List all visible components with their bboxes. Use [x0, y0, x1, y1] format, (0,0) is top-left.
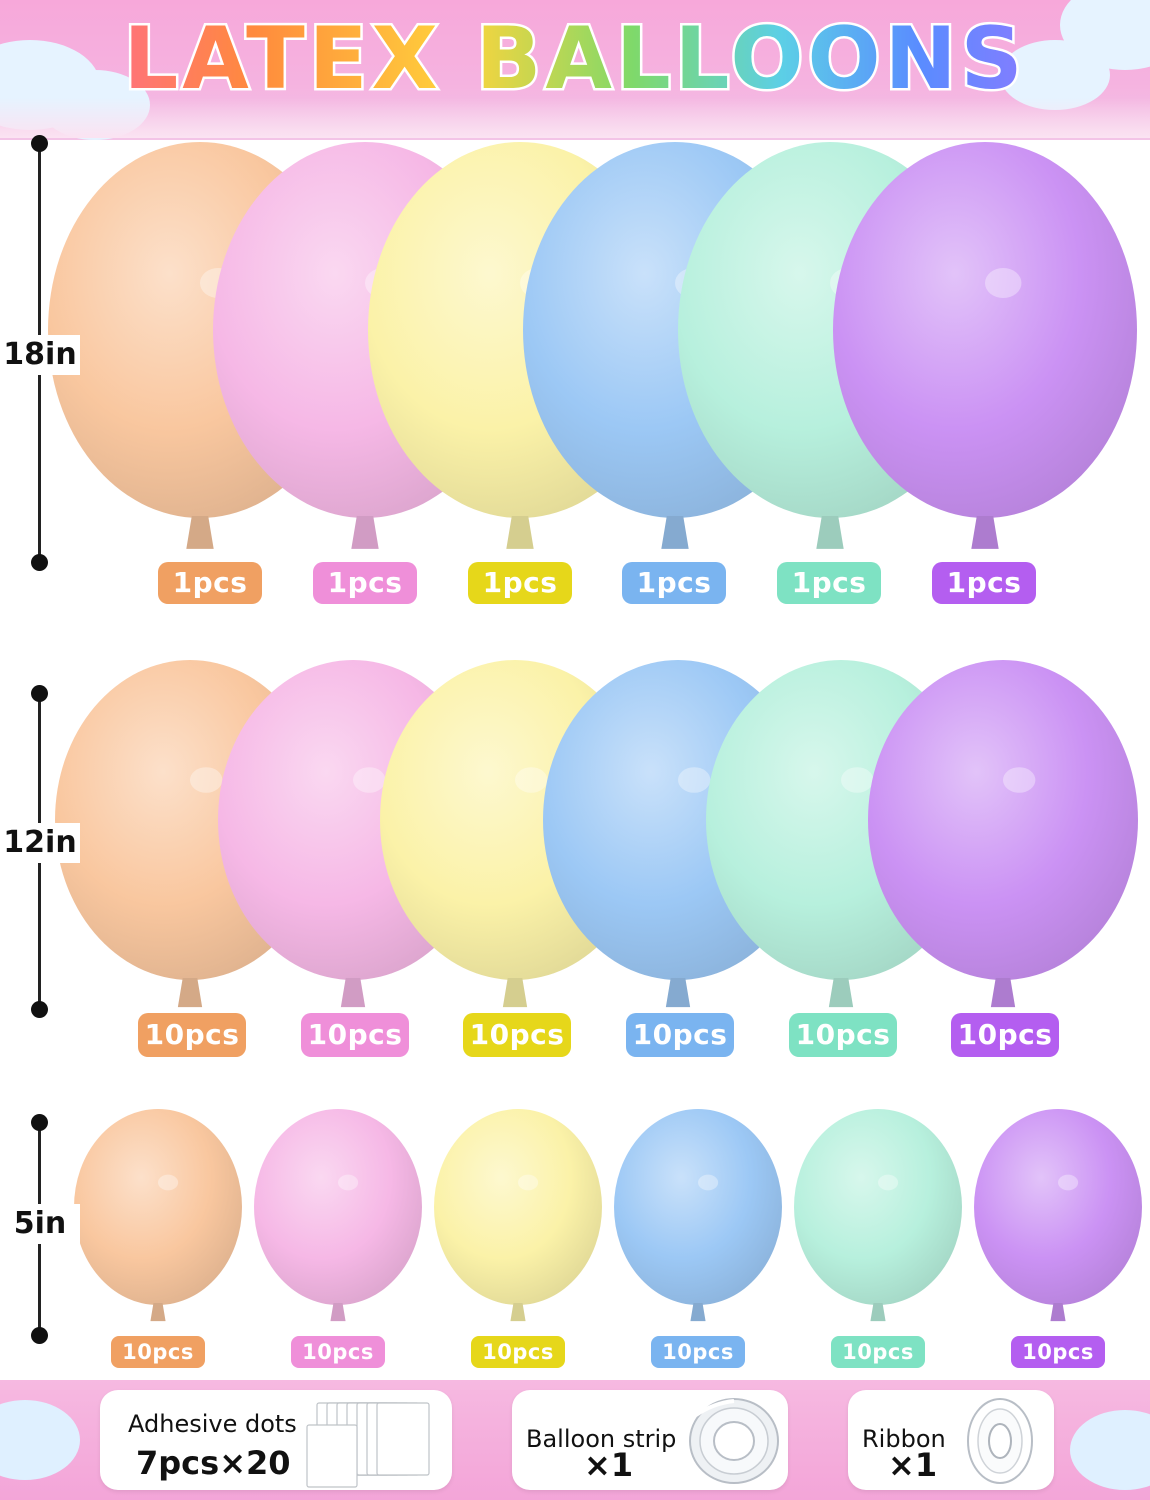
quantity-badge: 10pcs [1011, 1336, 1105, 1368]
accessory-label: Ribbon [862, 1425, 946, 1453]
accessory-card-ribbon: Ribbon ×1 [848, 1390, 1054, 1490]
quantity-badge: 1pcs [932, 562, 1036, 604]
size-label: 18in [0, 335, 80, 375]
page-title: LATEX BALLOONS LATEX BALLOONS [0, 4, 1150, 114]
quantity-badge: 10pcs [651, 1336, 745, 1368]
quantity-badge: 10pcs [111, 1336, 205, 1368]
quantity-badge: 10pcs [138, 1013, 246, 1057]
accessory-quantity: 7pcs×20 [136, 1444, 291, 1482]
balloon-mint [794, 1109, 962, 1322]
quantity-badge: 10pcs [301, 1013, 409, 1057]
quantity-badge: 1pcs [622, 562, 726, 604]
accessory-quantity: ×1 [888, 1446, 938, 1484]
cloud-decoration [1070, 1410, 1150, 1490]
balloon-blue [614, 1109, 782, 1322]
scale-bottom-dot [31, 1001, 48, 1018]
quantity-badge: 10pcs [626, 1013, 734, 1057]
quantity-badge: 1pcs [468, 562, 572, 604]
quantity-badge: 10pcs [471, 1336, 565, 1368]
quantity-badge: 10pcs [291, 1336, 385, 1368]
scale-top-dot [31, 685, 48, 702]
accessory-quantity: ×1 [584, 1446, 634, 1484]
ribbon-roll-icon [967, 1398, 1033, 1484]
size-label: 12in [0, 823, 80, 863]
tape-roll-icon [689, 1398, 779, 1484]
quantity-badge: 1pcs [158, 562, 262, 604]
balloon-yellow [434, 1109, 602, 1322]
accessories-panel: Adhesive dots 7pcs×20 Balloon strip ×1 [0, 1380, 1150, 1500]
quantity-badge: 1pcs [313, 562, 417, 604]
size-scale-18in: 18in [0, 130, 80, 580]
quantity-badge: 10pcs [789, 1013, 897, 1057]
accessory-label: Adhesive dots [128, 1410, 297, 1438]
balloon-purple [974, 1109, 1142, 1322]
accessory-card-balloon-strip: Balloon strip ×1 [512, 1390, 788, 1490]
quantity-badge: 10pcs [463, 1013, 571, 1057]
accessory-label: Balloon strip [526, 1425, 677, 1453]
scale-bottom-dot [31, 1327, 48, 1344]
balloon-peach [74, 1109, 242, 1322]
balloon-pink [254, 1109, 422, 1322]
cloud-decoration [0, 1400, 80, 1480]
balloon-purple [833, 142, 1137, 549]
header-banner: LATEX BALLOONS LATEX BALLOONS [0, 0, 1150, 140]
adhesive-dots-sheets-icon [306, 1402, 430, 1488]
accessory-card-adhesive-dots: Adhesive dots 7pcs×20 [100, 1390, 452, 1490]
header-wave [0, 98, 1150, 138]
page-title-gradient: LATEX BALLOONS [0, 4, 1150, 114]
balloon-purple [868, 660, 1138, 1008]
quantity-badge: 10pcs [831, 1336, 925, 1368]
size-scale-12in: 12in [0, 683, 80, 1023]
quantity-badge: 1pcs [777, 562, 881, 604]
scale-bottom-dot [31, 554, 48, 571]
size-label: 5in [0, 1204, 80, 1244]
size-scale-5in: 5in [0, 1112, 80, 1352]
scale-top-dot [31, 1114, 48, 1131]
quantity-badge: 10pcs [951, 1013, 1059, 1057]
scale-top-dot [31, 135, 48, 152]
